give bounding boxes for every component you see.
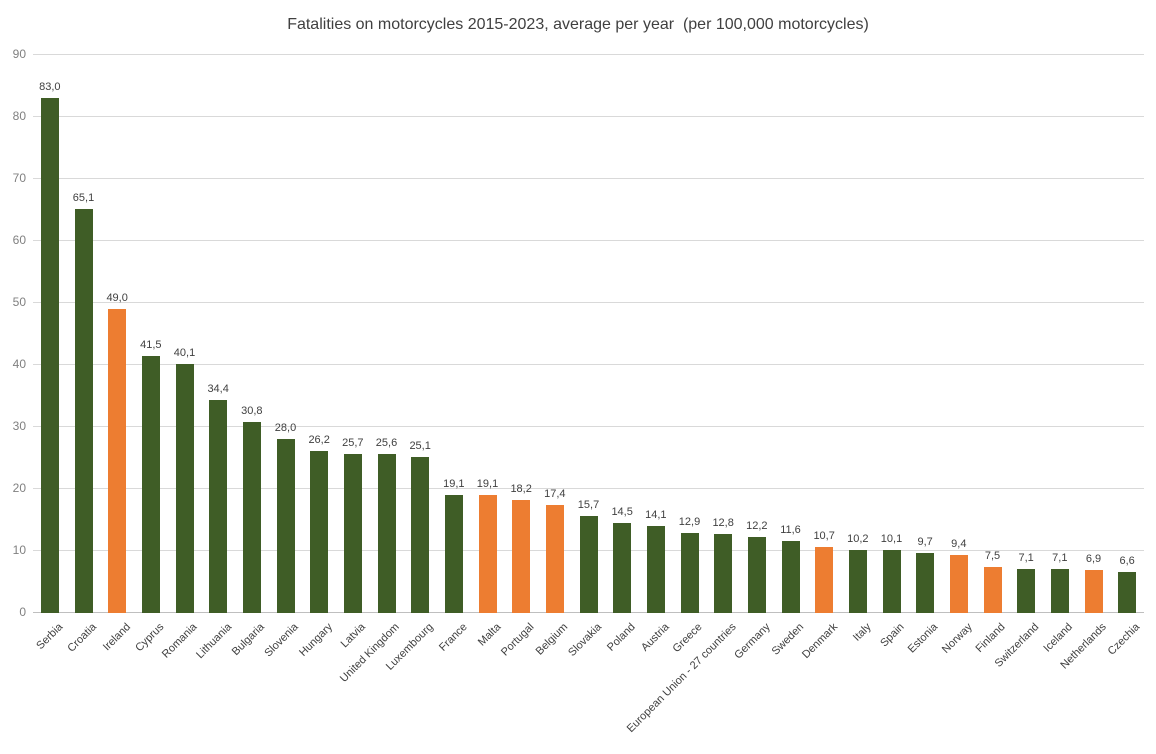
bar-value-label: 6,9 xyxy=(1085,553,1102,566)
y-axis-tick-label: 0 xyxy=(19,605,26,619)
bar-value-label: 15,7 xyxy=(577,498,600,511)
bar-value-label: 11,6 xyxy=(780,524,801,537)
bar-value-label: 7,5 xyxy=(984,549,1001,562)
bar xyxy=(882,550,901,613)
bar xyxy=(1084,570,1103,613)
bar-value-label: 12,2 xyxy=(746,520,768,533)
bar xyxy=(478,494,497,613)
bar xyxy=(680,533,699,613)
bar-value-label: 9,7 xyxy=(917,535,933,548)
y-axis-tick-label: 70 xyxy=(12,171,26,185)
bar-value-label: 9,4 xyxy=(951,537,967,550)
bar-value-label: 19,1 xyxy=(476,477,499,490)
bar-value-label: 14,1 xyxy=(645,508,667,521)
bar xyxy=(343,453,362,613)
y-axis-tick-label: 10 xyxy=(12,543,26,557)
bar xyxy=(579,515,598,613)
bar xyxy=(40,98,59,613)
bar xyxy=(714,533,733,613)
bar-value-label: 19,1 xyxy=(443,477,465,490)
y-axis-tick-label: 20 xyxy=(12,481,26,495)
bar-value-label: 28,0 xyxy=(274,422,297,435)
bar xyxy=(781,541,800,613)
y-axis-tick-label: 40 xyxy=(12,357,26,371)
bar xyxy=(377,454,396,613)
gridline xyxy=(33,488,1144,489)
gridline xyxy=(33,302,1144,303)
gridline xyxy=(33,240,1144,241)
bar-value-label: 34,4 xyxy=(207,382,229,395)
gridline xyxy=(33,116,1144,117)
gridline xyxy=(33,426,1144,427)
bar xyxy=(1118,572,1137,613)
y-axis-tick-label: 80 xyxy=(12,109,26,123)
bar-value-label: 12,8 xyxy=(712,516,734,529)
bar-value-label: 65,1 xyxy=(72,192,95,205)
bar xyxy=(1017,568,1036,613)
bar-value-label: 40,1 xyxy=(173,347,196,360)
bar-value-label: 30,8 xyxy=(241,405,263,418)
bar xyxy=(242,422,261,613)
bar-value-label: 10,1 xyxy=(880,533,903,546)
bar xyxy=(983,566,1002,613)
bar-value-label: 7,1 xyxy=(1052,551,1068,564)
bar-value-label: 14,5 xyxy=(611,506,633,519)
bar-value-label: 18,2 xyxy=(510,483,532,496)
bar xyxy=(1050,568,1069,613)
gridline xyxy=(33,54,1144,55)
bar xyxy=(747,537,766,613)
gridline xyxy=(33,178,1144,179)
bar-value-label: 10,2 xyxy=(847,532,869,545)
bar xyxy=(545,505,564,613)
bar xyxy=(512,500,531,613)
bar xyxy=(209,399,228,613)
bar xyxy=(141,355,160,613)
y-axis-tick-label: 90 xyxy=(12,47,26,61)
bar xyxy=(916,552,935,613)
bar-value-label: 6,6 xyxy=(1119,555,1135,568)
bar-value-label: 7,1 xyxy=(1018,551,1034,564)
bar-value-label: 25,7 xyxy=(342,436,364,449)
bar xyxy=(444,494,463,613)
bar xyxy=(613,523,632,613)
bar-value-label: 83,0 xyxy=(39,81,61,94)
bar xyxy=(74,209,93,613)
bar xyxy=(411,457,430,613)
bar xyxy=(815,546,834,613)
bar xyxy=(949,554,968,613)
bar-value-label: 12,9 xyxy=(678,516,701,529)
bar-value-label: 41,5 xyxy=(140,338,162,351)
bar xyxy=(108,309,127,613)
bar xyxy=(276,439,295,613)
bar-value-label: 17,4 xyxy=(544,488,566,501)
bar xyxy=(175,364,194,613)
bar-value-label: 10,7 xyxy=(813,529,835,542)
bar-value-label: 25,6 xyxy=(375,437,398,450)
bar xyxy=(310,450,329,613)
bar xyxy=(646,525,665,613)
y-axis-tick-label: 30 xyxy=(12,419,26,433)
gridline xyxy=(33,364,1144,365)
bar-value-label: 49,0 xyxy=(106,292,128,305)
bar-value-label: 26,2 xyxy=(308,433,330,446)
bar xyxy=(848,549,867,613)
y-axis-tick-label: 60 xyxy=(12,233,26,247)
bar-value-label: 25,1 xyxy=(409,440,431,453)
y-axis-tick-label: 50 xyxy=(12,295,26,309)
plot-area: 83,0 65,1 49,0 41,5 40,1 34,4 30,8 28,0 26,2 25,7… xyxy=(33,54,1144,613)
chart-title: Fatalities on motorcycles 2015-2023, ave… xyxy=(287,16,869,33)
